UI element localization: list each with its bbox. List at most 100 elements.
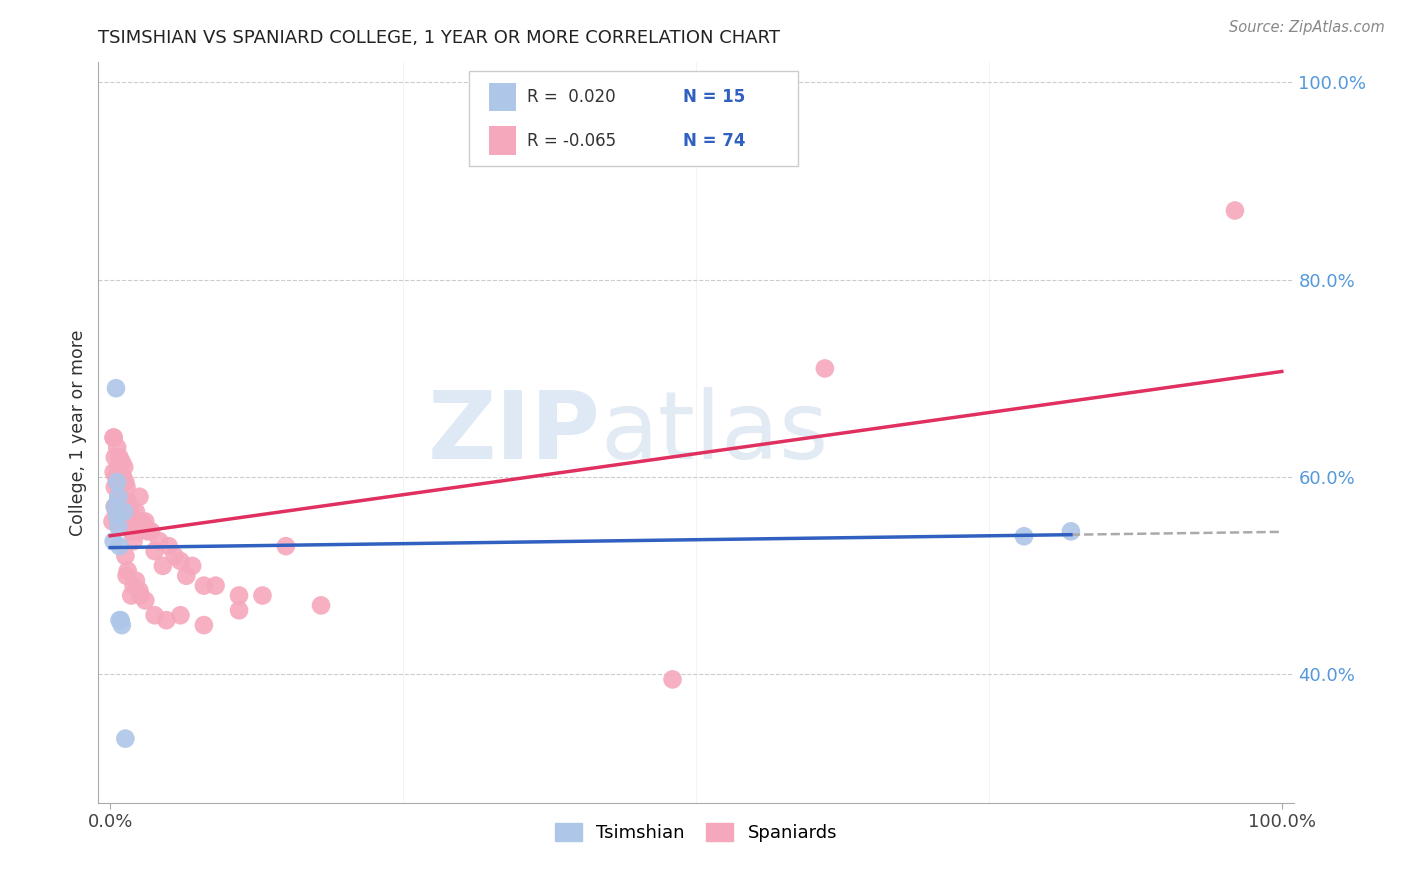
Point bbox=[274, 539, 297, 553]
Point bbox=[228, 589, 250, 603]
Point bbox=[107, 490, 129, 504]
Text: Source: ZipAtlas.com: Source: ZipAtlas.com bbox=[1229, 20, 1385, 35]
Point bbox=[105, 475, 128, 489]
Point bbox=[163, 549, 186, 563]
Point bbox=[112, 460, 135, 475]
Point bbox=[105, 470, 128, 484]
Point bbox=[107, 490, 129, 504]
Point bbox=[104, 500, 127, 514]
FancyBboxPatch shape bbox=[470, 71, 797, 166]
Point bbox=[141, 524, 163, 539]
Point bbox=[112, 494, 135, 508]
Point bbox=[131, 515, 153, 529]
Point bbox=[110, 475, 132, 489]
Point bbox=[114, 505, 136, 519]
Point bbox=[111, 455, 134, 469]
Point bbox=[309, 599, 332, 613]
Point bbox=[104, 450, 127, 465]
Text: atlas: atlas bbox=[600, 386, 828, 479]
Point bbox=[114, 475, 136, 489]
Point bbox=[104, 500, 127, 514]
Point bbox=[103, 431, 125, 445]
Point bbox=[101, 515, 124, 529]
Point bbox=[122, 579, 145, 593]
Point bbox=[228, 603, 250, 617]
Point bbox=[105, 381, 128, 395]
Point bbox=[105, 441, 128, 455]
Point bbox=[148, 534, 170, 549]
Point bbox=[105, 475, 128, 489]
Point bbox=[155, 613, 177, 627]
Point bbox=[129, 589, 152, 603]
Point bbox=[122, 534, 145, 549]
Point bbox=[661, 673, 683, 687]
Point bbox=[108, 539, 131, 553]
Point bbox=[115, 480, 138, 494]
Point bbox=[107, 515, 129, 529]
Point bbox=[108, 613, 131, 627]
Point bbox=[112, 505, 135, 519]
Point bbox=[120, 505, 141, 519]
Point bbox=[105, 509, 128, 524]
Point bbox=[136, 524, 159, 539]
Text: R = -0.065: R = -0.065 bbox=[527, 131, 617, 150]
Point bbox=[103, 534, 125, 549]
Point bbox=[814, 361, 837, 376]
Point bbox=[1223, 203, 1246, 218]
Point bbox=[108, 450, 131, 465]
Point bbox=[110, 613, 132, 627]
Text: ZIP: ZIP bbox=[427, 386, 600, 479]
Point bbox=[108, 480, 131, 494]
FancyBboxPatch shape bbox=[489, 83, 516, 111]
Point bbox=[107, 460, 129, 475]
Point bbox=[134, 593, 156, 607]
Y-axis label: College, 1 year or more: College, 1 year or more bbox=[69, 329, 87, 536]
Point bbox=[204, 579, 226, 593]
Point bbox=[128, 583, 150, 598]
Point bbox=[174, 568, 197, 582]
Point bbox=[157, 539, 180, 553]
Point bbox=[103, 431, 125, 445]
Point bbox=[143, 544, 166, 558]
Point bbox=[127, 524, 149, 539]
Point bbox=[125, 574, 148, 588]
Text: TSIMSHIAN VS SPANIARD COLLEGE, 1 YEAR OR MORE CORRELATION CHART: TSIMSHIAN VS SPANIARD COLLEGE, 1 YEAR OR… bbox=[98, 29, 780, 47]
Point bbox=[117, 494, 139, 508]
Point bbox=[1012, 529, 1035, 543]
Text: N = 74: N = 74 bbox=[683, 131, 745, 150]
Point bbox=[120, 589, 142, 603]
Point bbox=[111, 494, 134, 508]
Point bbox=[112, 505, 135, 519]
Point bbox=[104, 480, 127, 494]
Text: R =  0.020: R = 0.020 bbox=[527, 88, 616, 106]
Point bbox=[169, 554, 191, 568]
Point bbox=[115, 568, 138, 582]
Point bbox=[128, 490, 150, 504]
Point bbox=[111, 618, 134, 632]
Point bbox=[105, 500, 128, 514]
Point bbox=[152, 558, 174, 573]
Point bbox=[169, 608, 191, 623]
Point bbox=[118, 515, 141, 529]
Point bbox=[114, 549, 136, 563]
Point bbox=[103, 465, 125, 479]
Point bbox=[1060, 524, 1083, 539]
Legend: Tsimshian, Spaniards: Tsimshian, Spaniards bbox=[547, 816, 845, 849]
Point bbox=[115, 509, 138, 524]
Point bbox=[114, 731, 136, 746]
Point bbox=[105, 505, 128, 519]
Point bbox=[181, 558, 204, 573]
Point bbox=[117, 564, 139, 578]
Point bbox=[125, 505, 148, 519]
Point bbox=[193, 579, 215, 593]
Point bbox=[143, 608, 166, 623]
FancyBboxPatch shape bbox=[489, 127, 516, 154]
Point bbox=[121, 524, 143, 539]
Point bbox=[110, 509, 132, 524]
Point bbox=[120, 524, 142, 539]
Point bbox=[107, 519, 129, 533]
Point bbox=[193, 618, 215, 632]
Point bbox=[134, 515, 156, 529]
Point bbox=[110, 494, 132, 508]
Text: N = 15: N = 15 bbox=[683, 88, 745, 106]
